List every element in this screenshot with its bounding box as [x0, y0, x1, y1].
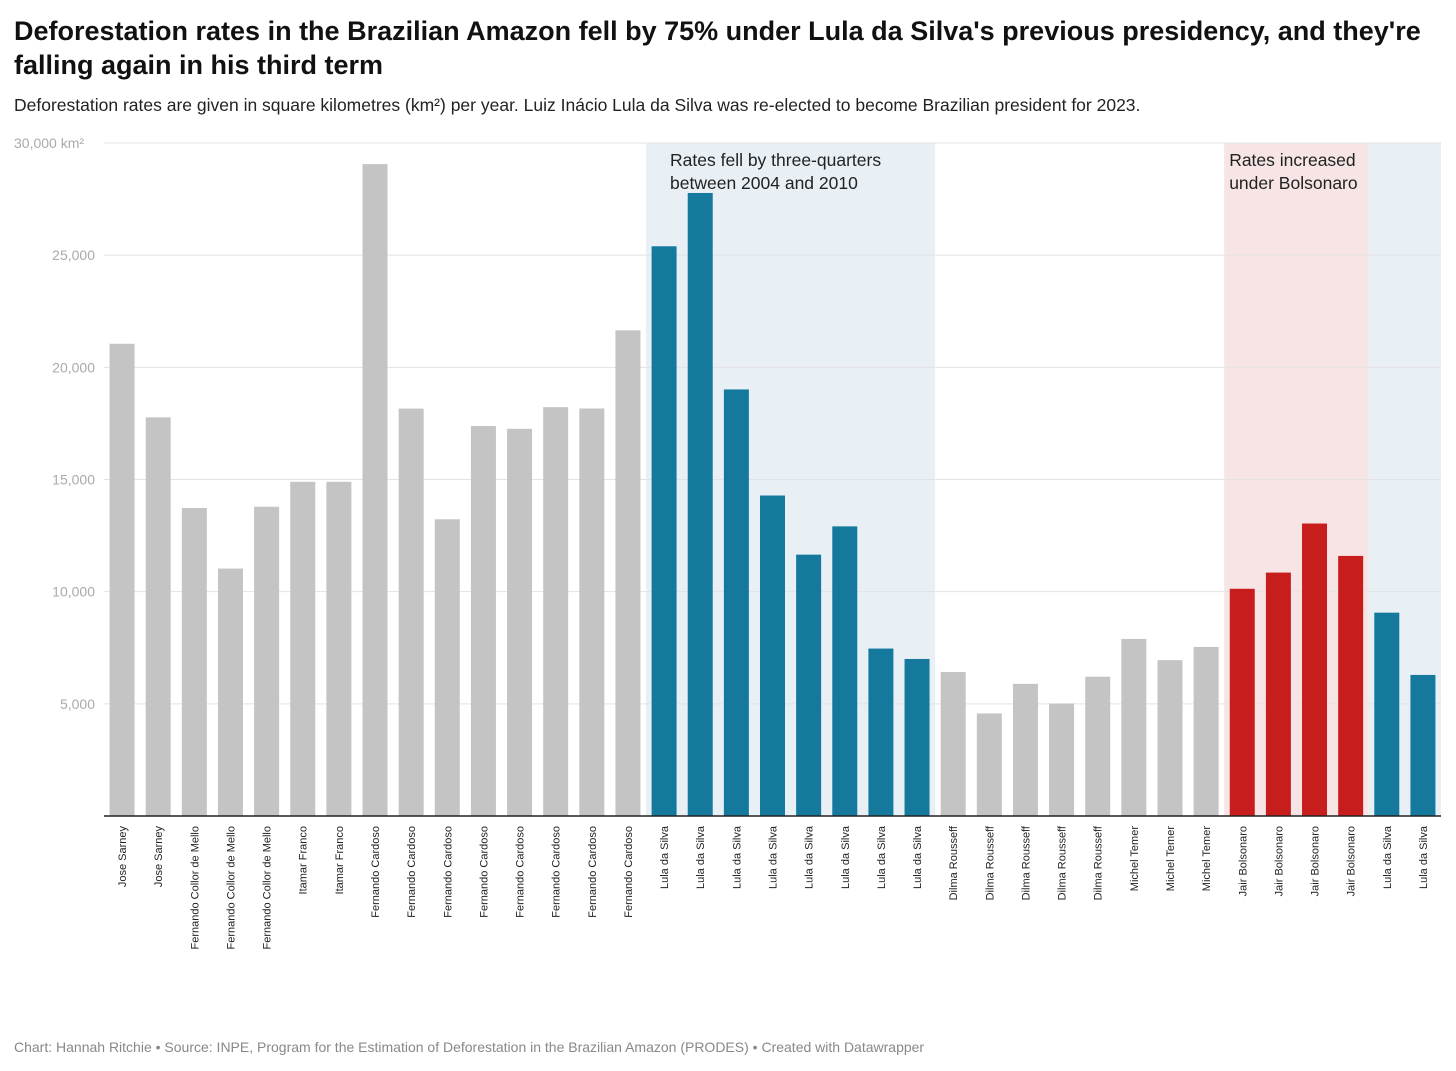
bar: [326, 481, 352, 816]
bar: [109, 343, 135, 816]
bar: [1374, 612, 1400, 816]
bar: [1157, 660, 1183, 816]
bar: [723, 389, 749, 816]
bar: [1085, 676, 1111, 816]
bar: [1229, 588, 1255, 816]
chart-subtitle: Deforestation rates are given in square …: [14, 95, 1141, 115]
x-tick-label: Dilma Rousseff: [948, 825, 960, 900]
x-tick-label: Lula da Silva: [804, 825, 816, 889]
x-tick-label: Jair Bolsonaro: [1273, 826, 1285, 896]
x-tick-label: Lula da Silva: [731, 825, 743, 889]
bar: [940, 672, 966, 816]
x-tick-label: Dilma Rousseff: [984, 825, 996, 900]
bar: [507, 428, 533, 816]
y-tick-label: 5,000: [60, 696, 95, 712]
bar: [1012, 683, 1038, 816]
y-tick-label: 25,000: [52, 247, 95, 263]
bar: [1049, 703, 1075, 816]
x-tick-label: Fernando Cardoso: [478, 826, 490, 918]
bar: [651, 246, 677, 816]
x-tick-label: Dilma Rousseff: [1057, 825, 1069, 900]
bar: [760, 495, 785, 816]
bar: [579, 408, 605, 816]
x-tick-label: Lula da Silva: [768, 825, 780, 889]
y-tick-label: 30,000 km²: [14, 135, 84, 151]
x-tick-label: Dilma Rousseff: [1020, 825, 1032, 900]
x-tick-label: Fernando Cardoso: [370, 826, 382, 918]
annotation-text: under Bolsonaro: [1229, 173, 1357, 193]
x-tick-label: Fernando Cardoso: [623, 826, 635, 918]
bar: [181, 507, 207, 816]
x-tick-label: Jose Sarney: [153, 826, 165, 888]
x-tick-label: Jose Sarney: [117, 826, 129, 888]
chart-footer: Chart: Hannah Ritchie • Source: INPE, Pr…: [14, 1039, 925, 1055]
bar: [254, 506, 280, 816]
x-tick-label: Jair Bolsonaro: [1346, 826, 1358, 896]
x-tick-label: Lula da Silva: [1418, 825, 1430, 889]
chart-title: Deforestation rates in the Brazilian Ama…: [14, 16, 1421, 80]
x-tick-label: Lula da Silva: [840, 825, 852, 889]
bar: [832, 526, 858, 816]
annotation-text: Rates increased: [1229, 150, 1355, 170]
x-tick-label: Michel Temer: [1201, 826, 1213, 892]
bar: [470, 426, 496, 816]
x-tick-label: Lula da Silva: [659, 825, 671, 889]
annotation-text: Rates fell by three-quarters: [670, 150, 881, 170]
bar: [543, 407, 569, 816]
bar: [976, 713, 1002, 816]
annotation-text: between 2004 and 2010: [670, 173, 858, 193]
bar: [362, 164, 388, 817]
x-tick-label: Jair Bolsonaro: [1310, 826, 1322, 896]
bar: [398, 408, 424, 816]
bar: [1193, 646, 1219, 816]
x-tick-label: Lula da Silva: [695, 825, 707, 889]
bar: [904, 658, 930, 816]
bar: [1121, 638, 1147, 816]
x-tick-label: Fernando Cardoso: [442, 826, 454, 918]
x-tick-label: Lula da Silva: [876, 825, 888, 889]
x-tick-label: Fernando Cardoso: [406, 826, 418, 918]
x-tick-label: Fernando Cardoso: [587, 826, 599, 918]
bar: [615, 330, 641, 816]
bar: [1302, 523, 1328, 816]
x-tick-label: Fernando Cardoso: [551, 826, 563, 918]
x-tick-label: Jair Bolsonaro: [1237, 826, 1249, 896]
x-tick-label: Lula da Silva: [1382, 825, 1394, 889]
x-tick-label: Michel Temer: [1165, 826, 1177, 892]
x-tick-label: Fernando Collor de Mello: [262, 826, 274, 950]
x-tick-label: Michel Temer: [1129, 826, 1141, 892]
x-tick-label: Fernando Collor de Mello: [225, 826, 237, 950]
x-tick-label: Dilma Rousseff: [1093, 825, 1105, 900]
y-tick-label: 10,000: [52, 584, 95, 600]
x-tick-label: Fernando Cardoso: [515, 826, 527, 918]
x-tick-label: Fernando Collor de Mello: [189, 826, 201, 950]
y-tick-label: 20,000: [52, 359, 95, 375]
bar: [145, 417, 171, 816]
bar: [290, 481, 316, 816]
bar: [687, 192, 713, 817]
bar: [434, 519, 460, 816]
bar: [868, 648, 894, 816]
x-tick-label: Itamar Franco: [334, 826, 346, 894]
x-tick-label: Itamar Franco: [298, 826, 310, 894]
bar: [217, 568, 243, 816]
y-tick-label: 15,000: [52, 472, 95, 488]
bar: [1265, 572, 1291, 816]
bar: [1338, 555, 1364, 816]
bar: [796, 554, 822, 816]
x-tick-label: Lula da Silva: [912, 825, 924, 889]
bar: [1410, 674, 1436, 816]
